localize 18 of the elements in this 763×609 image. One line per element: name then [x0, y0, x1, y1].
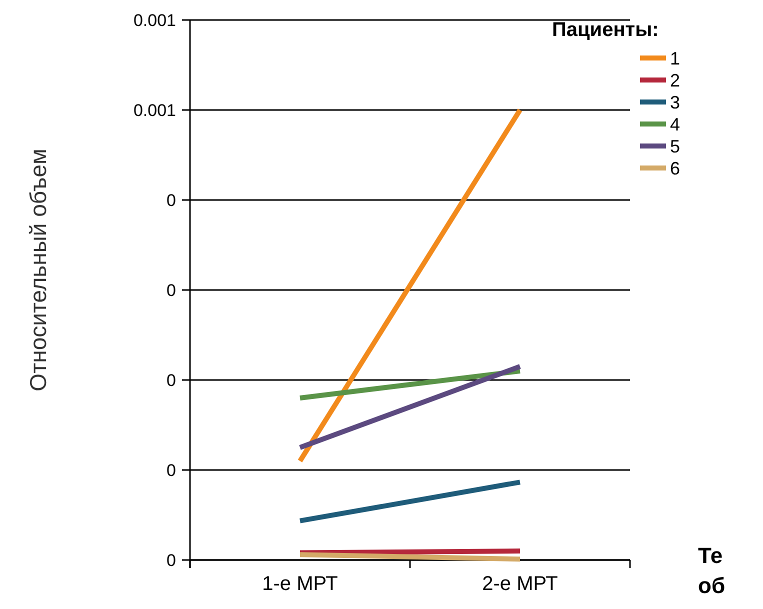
text: Те об: [698, 543, 726, 598]
legend-label: 6: [670, 158, 680, 178]
y-axis-title: Относительный объем: [25, 148, 51, 392]
y-tick-label: 0: [166, 550, 176, 570]
y-tick-label: 0.001: [133, 10, 176, 30]
legend-title: Пациенты:: [552, 19, 659, 41]
legend-label: 5: [670, 136, 680, 156]
legend-label: 1: [670, 48, 680, 68]
y-tick-label: 0: [166, 190, 176, 210]
legend-label: 4: [670, 114, 680, 134]
y-tick-label: 0: [166, 280, 176, 300]
x-tick-label: 2-е МРТ: [482, 573, 558, 595]
y-tick-label: 0.001: [133, 100, 176, 120]
y-tick-label: 0: [166, 460, 176, 480]
legend-label: 3: [670, 92, 680, 112]
y-tick-label: 0: [166, 370, 176, 390]
legend-label: 2: [670, 70, 680, 90]
x-tick-label: 1-е МРТ: [262, 573, 338, 595]
